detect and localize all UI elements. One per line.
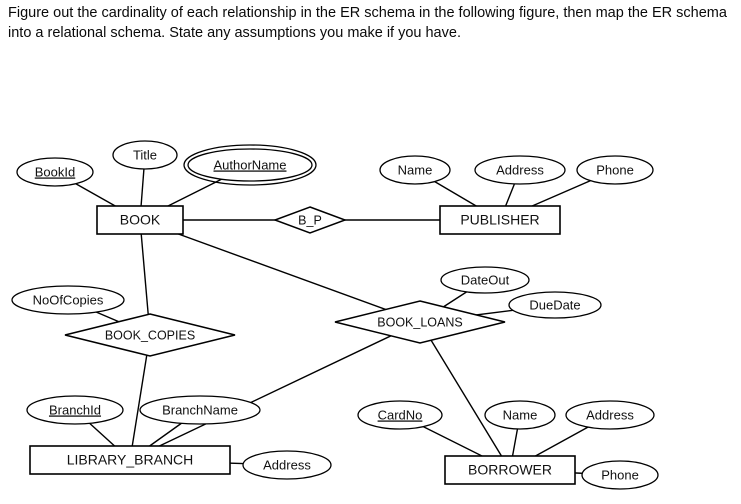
svg-text:BOOK: BOOK [120, 212, 161, 228]
svg-text:B_P: B_P [298, 213, 322, 227]
er-diagram-svg: BOOK PUBLISHER LIBRARY_BRANCH BORROWER B_P BO… [0, 90, 741, 504]
svg-text:BOOK_COPIES: BOOK_COPIES [105, 328, 195, 342]
svg-text:Address: Address [263, 457, 311, 472]
svg-text:LIBRARY_BRANCH: LIBRARY_BRANCH [67, 452, 194, 468]
svg-text:Name: Name [398, 162, 433, 177]
svg-text:BOOK_LOANS: BOOK_LOANS [377, 315, 462, 329]
svg-text:BranchName: BranchName [162, 402, 238, 417]
edge [140, 220, 420, 322]
svg-text:DueDate: DueDate [529, 297, 580, 312]
svg-text:BORROWER: BORROWER [468, 462, 552, 478]
svg-text:NoOfCopies: NoOfCopies [33, 292, 104, 307]
svg-text:Address: Address [586, 407, 634, 422]
svg-text:PUBLISHER: PUBLISHER [460, 212, 539, 228]
svg-text:CardNo: CardNo [378, 407, 423, 422]
svg-text:Phone: Phone [596, 162, 634, 177]
question-text: Figure out the cardinality of each relat… [8, 4, 728, 43]
er-diagram-container: BOOK PUBLISHER LIBRARY_BRANCH BORROWER B_P BO… [0, 90, 741, 504]
svg-text:BookId: BookId [35, 164, 75, 179]
svg-text:Address: Address [496, 162, 544, 177]
svg-text:DateOut: DateOut [461, 272, 510, 287]
svg-text:Title: Title [133, 147, 157, 162]
svg-text:Name: Name [503, 407, 538, 422]
svg-text:BranchId: BranchId [49, 402, 101, 417]
svg-text:Phone: Phone [601, 467, 639, 482]
svg-text:AuthorName: AuthorName [214, 157, 287, 172]
